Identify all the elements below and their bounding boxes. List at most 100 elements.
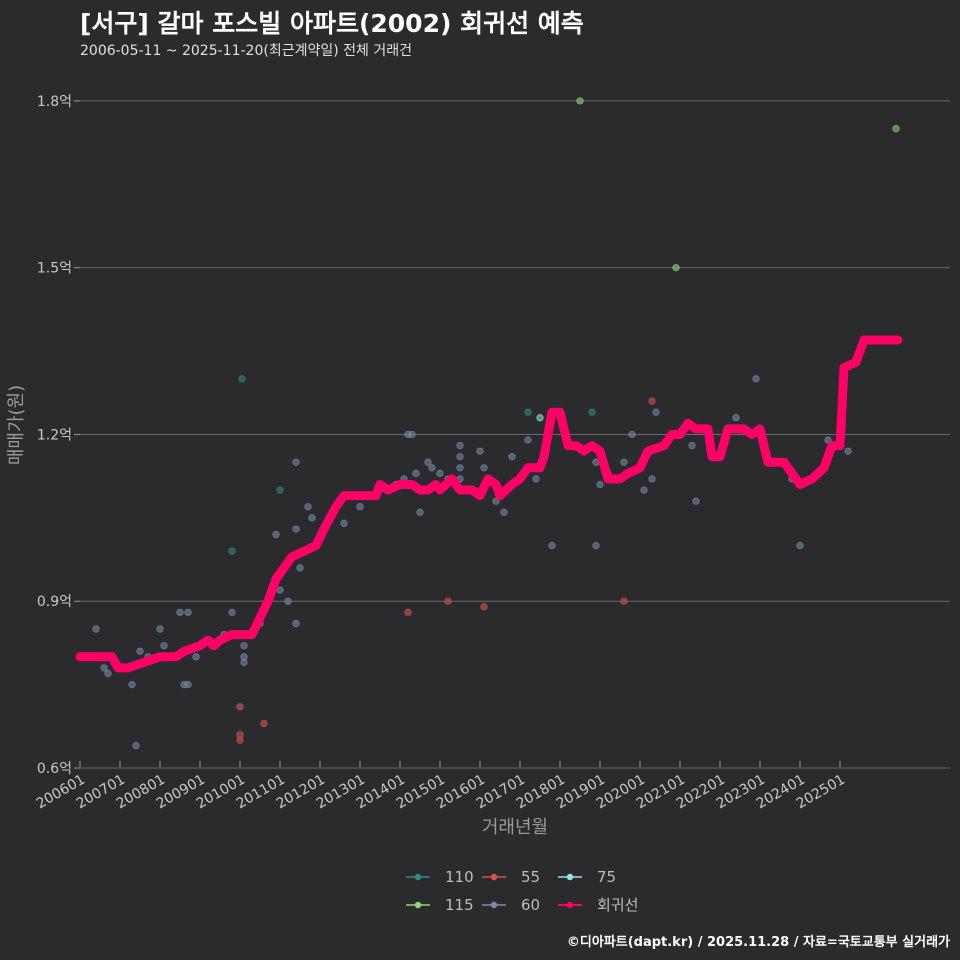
data-point-60 <box>620 458 628 466</box>
data-point-60 <box>508 453 516 461</box>
data-point-60 <box>480 464 488 472</box>
data-point-60 <box>548 542 556 550</box>
data-point-60 <box>356 503 364 511</box>
y-tick-label: 0.9억 <box>37 594 72 610</box>
legend-label: 55 <box>521 868 540 886</box>
data-point-60 <box>416 508 424 516</box>
data-point-60 <box>424 458 432 466</box>
legend-item: 75 <box>558 868 616 886</box>
data-point-60 <box>640 486 648 494</box>
data-point-60 <box>476 447 484 455</box>
data-point-60 <box>272 530 280 539</box>
data-point-60 <box>752 375 760 383</box>
y-tick-label: 1.5억 <box>37 261 72 277</box>
data-point-110 <box>276 486 284 494</box>
data-point-60 <box>844 447 852 455</box>
data-point-60 <box>436 469 444 477</box>
y-tick-label: 1.2억 <box>37 427 72 443</box>
data-point-60 <box>176 608 184 616</box>
data-point-60 <box>408 430 416 439</box>
data-point-75 <box>536 414 544 422</box>
legend-marker <box>490 901 498 909</box>
data-point-60 <box>308 514 316 522</box>
scatter-points <box>92 97 900 750</box>
data-point-60 <box>732 414 740 422</box>
legend-label: 115 <box>445 896 474 914</box>
regression-layer <box>75 335 903 673</box>
data-point-60 <box>192 653 200 661</box>
data-point-60 <box>292 458 300 466</box>
x-axis-title: 거래년월 <box>482 817 548 838</box>
data-point-115 <box>576 97 584 105</box>
data-point-55 <box>236 736 244 744</box>
data-point-55 <box>480 603 488 611</box>
data-point-60 <box>184 608 192 616</box>
data-point-60 <box>628 430 636 439</box>
data-point-60 <box>228 608 236 616</box>
y-tick-labels: 0.6억 0.9억 1.2억 1.5억 1.8억 <box>37 94 72 777</box>
data-point-60 <box>492 497 500 505</box>
data-point-55 <box>620 597 628 605</box>
data-point-110 <box>524 408 532 416</box>
data-point-115 <box>672 264 680 272</box>
legend-item: 115 <box>406 896 474 914</box>
data-point-60 <box>648 475 656 483</box>
legend-item: 60 <box>482 896 540 914</box>
data-point-60 <box>284 597 292 605</box>
x-tick-labels: 2006012007012008012009012010012011012012… <box>34 761 848 812</box>
source-credit: ©디아파트(dapt.kr) / 2025.11.28 / 자료=국토교통부 실… <box>566 935 950 950</box>
data-point-60 <box>100 664 108 672</box>
legend-item: 회귀선 <box>558 896 638 914</box>
data-point-60 <box>156 625 164 633</box>
data-point-60 <box>524 436 532 444</box>
data-point-60 <box>596 480 604 489</box>
data-point-60 <box>652 408 660 416</box>
legend-marker <box>490 873 498 881</box>
data-point-60 <box>340 519 348 528</box>
data-point-60 <box>456 453 464 461</box>
data-point-60 <box>132 742 140 750</box>
regression-line <box>75 335 903 673</box>
data-point-60 <box>456 441 464 450</box>
data-point-60 <box>456 464 464 472</box>
chart-subtitle: 2006-05-11 ~ 2025-11-20(최근계약일) 전체 거래건 <box>80 43 412 59</box>
data-point-60 <box>688 441 696 450</box>
legend-label: 회귀선 <box>597 896 638 914</box>
data-point-60 <box>240 642 248 650</box>
data-point-55 <box>648 397 656 405</box>
data-point-60 <box>428 464 436 472</box>
data-point-60 <box>500 508 508 516</box>
data-point-60 <box>796 542 804 550</box>
data-point-55 <box>444 597 452 605</box>
data-point-55 <box>236 703 244 711</box>
data-point-110 <box>238 375 246 383</box>
legend-marker <box>414 901 422 909</box>
legend-marker <box>566 873 574 881</box>
data-point-60 <box>184 681 192 689</box>
y-tick-label: 1.8억 <box>37 94 72 110</box>
data-point-110 <box>588 408 596 416</box>
legend-item: 110 <box>406 868 474 886</box>
data-point-60 <box>128 681 136 689</box>
data-point-60 <box>92 625 100 633</box>
data-point-60 <box>292 619 300 628</box>
data-point-60 <box>304 503 312 511</box>
gridlines <box>74 100 950 769</box>
data-point-60 <box>276 586 284 594</box>
y-tick-label: 0.6억 <box>37 761 72 777</box>
data-point-60 <box>240 658 248 666</box>
legend-label: 60 <box>521 896 540 914</box>
data-point-60 <box>412 469 420 477</box>
data-point-60 <box>160 642 168 650</box>
data-point-55 <box>260 719 268 728</box>
data-point-60 <box>532 475 540 483</box>
data-point-115 <box>892 125 900 133</box>
chart-title: [서구] 갈마 포스빌 아파트(2002) 회귀선 예측 <box>80 9 584 38</box>
data-point-60 <box>292 525 300 533</box>
data-point-60 <box>824 436 832 444</box>
data-point-60 <box>136 647 144 655</box>
legend-marker <box>566 901 574 909</box>
legend-marker <box>414 873 422 881</box>
y-axis-title: 매매가(원) <box>6 385 27 465</box>
